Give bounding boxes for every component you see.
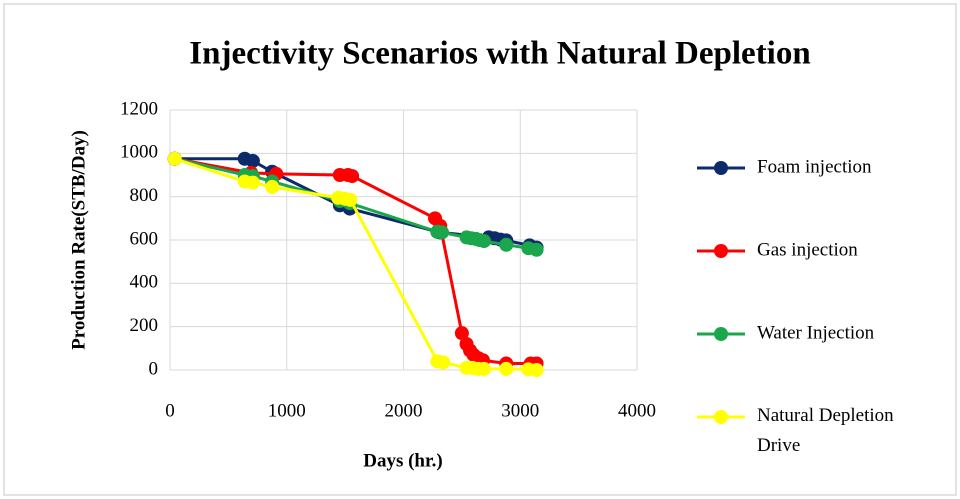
x-tick-label: 4000: [618, 400, 656, 421]
data-point: [345, 169, 360, 184]
data-point: [477, 234, 492, 249]
data-point: [245, 175, 260, 190]
y-tick-label: 400: [130, 272, 159, 293]
legend-label: Foam injection: [757, 156, 872, 177]
data-point: [435, 225, 450, 240]
data-point: [265, 179, 280, 194]
legend-label: Gas injection: [757, 239, 858, 260]
x-tick-label: 0: [165, 400, 175, 421]
chart-frame: [3, 3, 957, 496]
data-point: [499, 237, 514, 252]
y-tick-label: 0: [149, 358, 159, 379]
legend-marker: [714, 327, 728, 341]
data-point: [477, 361, 492, 376]
legend-marker: [714, 244, 728, 258]
y-tick-label: 1200: [120, 98, 158, 119]
chart-title: Injectivity Scenarios with Natural Deple…: [189, 36, 810, 72]
y-tick-label: 200: [130, 315, 159, 336]
x-tick-label: 2000: [385, 400, 423, 421]
data-point: [499, 361, 514, 376]
legend-marker: [714, 161, 728, 175]
data-point: [343, 192, 358, 207]
legend-label: Water Injection: [757, 322, 875, 343]
legend-label: Natural Depletion Drive: [757, 405, 894, 456]
y-tick-label: 800: [130, 185, 159, 206]
y-axis-label: Production Rate(STB/Day): [68, 130, 89, 350]
x-tick-label: 1000: [268, 400, 306, 421]
data-point: [167, 151, 182, 166]
y-tick-label: 1000: [120, 142, 158, 163]
x-tick-label: 3000: [501, 400, 539, 421]
data-point: [436, 355, 451, 370]
data-point: [454, 326, 469, 341]
legend-marker: [714, 410, 728, 424]
series-line: [174, 157, 537, 252]
data-point: [529, 363, 544, 377]
data-point: [245, 153, 260, 168]
y-tick-label: 600: [130, 228, 159, 249]
data-point: [529, 242, 544, 257]
x-axis-label: Days (hr.): [363, 450, 443, 471]
